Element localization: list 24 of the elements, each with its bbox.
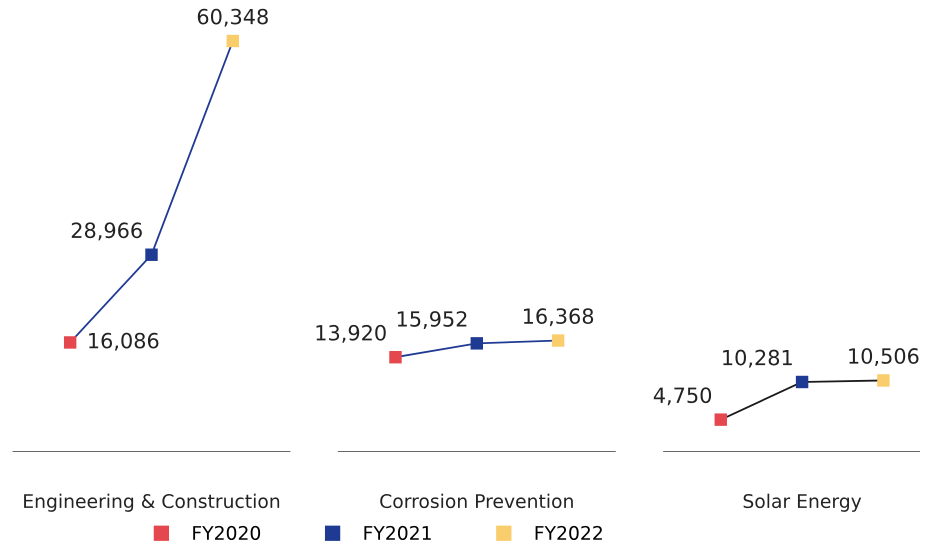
data-label: 4,750	[654, 387, 712, 406]
x-tick-label: Engineering & Construction	[24, 494, 280, 512]
point	[226, 34, 240, 48]
data-label: 60,348	[198, 8, 268, 27]
point	[877, 374, 890, 387]
point	[389, 350, 402, 364]
legend-label: FY2020	[193, 526, 260, 540]
data-label: 15,952	[398, 311, 466, 329]
data-label: 10,281	[723, 350, 792, 368]
point	[796, 376, 808, 388]
data-label: 13,920	[316, 324, 386, 343]
point	[145, 248, 158, 261]
data-label: 16,086	[89, 332, 158, 351]
point	[64, 336, 76, 349]
x-tick-label: Solar Energy	[744, 494, 862, 512]
point	[470, 337, 484, 350]
legend-label: FY2022	[536, 526, 602, 540]
x-tick-label: Corrosion Prevention	[380, 494, 573, 508]
point	[714, 413, 727, 426]
data-label: 10,506	[849, 348, 919, 366]
data-label: 16,368	[524, 308, 594, 326]
point	[552, 334, 564, 347]
data-label: 28,966	[72, 222, 142, 240]
legend-label: FY2021	[364, 526, 431, 540]
